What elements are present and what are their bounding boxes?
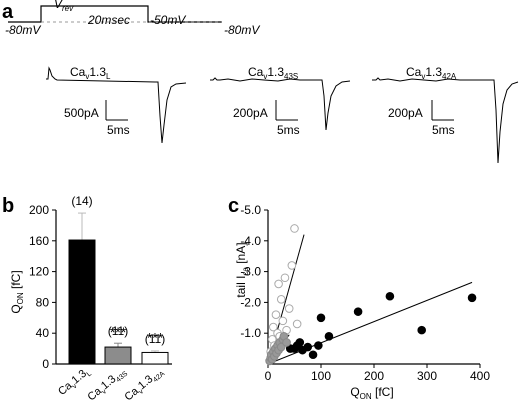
scatter-point-filled xyxy=(467,293,477,303)
bar xyxy=(68,239,96,365)
panel-label-c: c xyxy=(228,195,239,217)
scatter-point-filled xyxy=(314,341,323,350)
scatter-y-tick-label: -3.0 xyxy=(240,265,261,279)
scatter-point-filled xyxy=(324,331,334,341)
trace-panel-3: Cav1.342A 200pA 5ms xyxy=(372,65,519,164)
scatter-point-open xyxy=(280,273,290,283)
bar-category-label: Cav1.343S xyxy=(85,365,129,405)
bar xyxy=(141,351,169,365)
scatter-point-filled xyxy=(353,307,363,316)
scatter-x-tick-label: 0 xyxy=(265,369,272,383)
bar-category-label: Cav1.342A xyxy=(122,365,166,405)
scatter-point-open xyxy=(278,316,288,326)
scatter-point-open xyxy=(269,322,278,332)
scatter-x-tick-label: 300 xyxy=(417,369,437,383)
scale-x-label-2: 5ms xyxy=(277,123,300,137)
scatter-point-filled xyxy=(308,350,318,360)
scatter-y-tick-label: -5.0 xyxy=(240,203,261,217)
scatter-point-gray xyxy=(282,338,291,347)
protocol-hold-label: -80mV xyxy=(5,23,41,37)
current-trace-1 xyxy=(46,66,187,144)
bar-y-tick-label: 200 xyxy=(29,203,49,217)
scatter-chart-xlabel: QON [fC] xyxy=(350,385,393,401)
scatter-y-tick-label: -1.0 xyxy=(240,326,261,340)
scale-y-label-1: 500pA xyxy=(64,106,99,120)
scatter-chart-ylabel: tail Ica [nA] xyxy=(234,242,250,297)
scale-x-label-3: 5ms xyxy=(432,123,455,137)
scatter-y-tick-label: -2.0 xyxy=(240,295,261,309)
bar-y-tick-label: 0 xyxy=(42,357,49,371)
panel-label-b: b xyxy=(2,195,14,217)
protocol-duration-label: 20msec xyxy=(87,13,130,27)
trace-3-title: Cav1.342A xyxy=(406,65,457,81)
scatter-point-filled xyxy=(385,291,395,301)
bar-significance-label: *** xyxy=(110,324,127,340)
bar-y-tick-label: 80 xyxy=(36,295,50,309)
current-trace-2 xyxy=(210,77,351,131)
scatter-point-open xyxy=(276,295,286,304)
scale-y-label-3: 200pA xyxy=(388,106,423,120)
panel-label-a: a xyxy=(2,1,14,23)
voltage-protocol: -80mV Vrev 20msec -50mV -80mV xyxy=(5,0,260,37)
bar-chart: QON [fC] 04080120160200(14)Cav1.3L(11)**… xyxy=(9,194,172,405)
scatter-x-tick-label: 200 xyxy=(364,369,384,383)
scatter-point-open xyxy=(284,304,294,313)
bar-chart-ylabel: QON [fC] xyxy=(9,270,25,313)
bar-y-tick-label: 160 xyxy=(29,234,49,248)
scatter-point-filled xyxy=(303,342,313,352)
scatter-point-filled xyxy=(316,313,326,323)
scatter-point-open xyxy=(274,279,283,289)
scatter-point-open xyxy=(290,224,299,233)
bar xyxy=(104,346,132,365)
trace-panel-1: Cav1.3L 500pA 5ms xyxy=(46,65,187,144)
scatter-x-tick-label: 400 xyxy=(470,369,490,383)
bar-y-tick-label: 120 xyxy=(29,265,49,279)
bar-significance-label: *** xyxy=(147,329,164,345)
trace-2-title: Cav1.343S xyxy=(248,65,298,81)
protocol-step-label: -50mV xyxy=(150,13,186,27)
scatter-point-filled xyxy=(295,338,305,347)
scatter-point-filled xyxy=(417,325,427,335)
trace-panel-2: Cav1.343S 200pA 5ms xyxy=(210,65,351,137)
protocol-trace xyxy=(8,5,222,23)
scatter-x-tick-label: 100 xyxy=(311,369,331,383)
protocol-end-label: -80mV xyxy=(224,23,260,37)
bar-count-label: (11) xyxy=(108,324,128,338)
scatter-point-open xyxy=(292,319,302,329)
bar-y-tick-label: 40 xyxy=(36,326,50,340)
scatter-point-open xyxy=(271,310,281,320)
scatter-y-tick-label: -4.0 xyxy=(240,234,261,248)
bar-count-label: (14) xyxy=(71,194,92,208)
trace-1-title: Cav1.3L xyxy=(70,65,111,81)
current-trace-3 xyxy=(372,77,519,164)
scale-y-label-2: 200pA xyxy=(233,106,268,120)
scale-x-label-1: 5ms xyxy=(107,123,130,137)
scatter-chart: tail Ica [nA] QON [fC] 0 100 200 300 400 -1.0… xyxy=(234,203,490,401)
scatter-point-open xyxy=(287,261,297,270)
protocol-vrev-label: Vrev xyxy=(54,0,74,13)
bar-count-label: (11) xyxy=(145,332,165,346)
